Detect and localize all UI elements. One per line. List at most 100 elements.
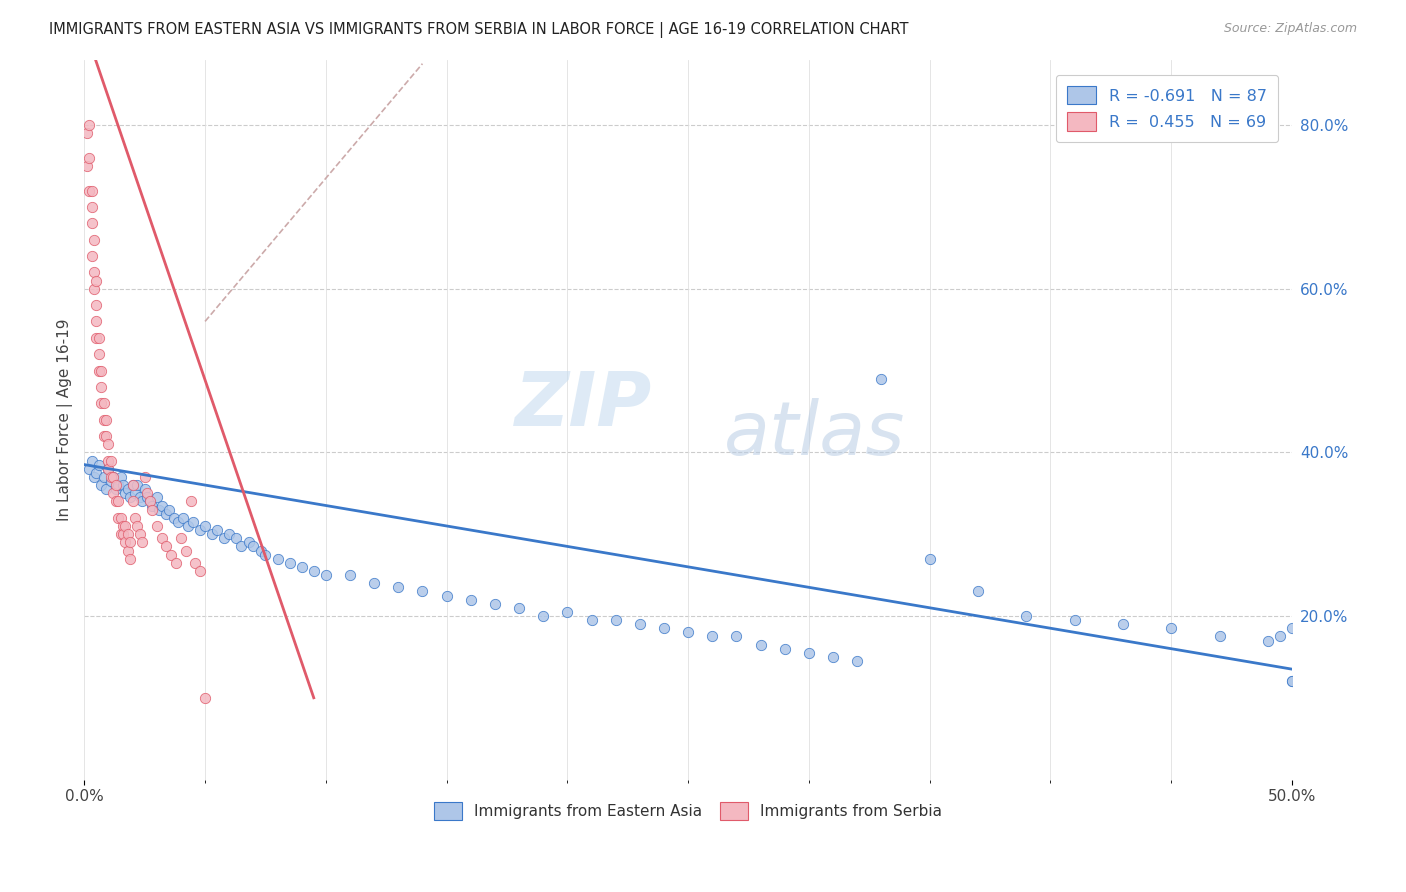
Point [124, 510, 146, 524]
Point [131, 494, 153, 508]
Point [145, 491, 167, 505]
Point [87, 363, 110, 377]
Point [155, 507, 177, 521]
Point [155, 540, 177, 554]
Point [90, 380, 112, 394]
Point [652, 621, 675, 635]
Point [1015, 609, 1038, 624]
Text: ZIP: ZIP [515, 368, 652, 442]
Point [127, 478, 149, 492]
Point [120, 551, 142, 566]
Point [93, 412, 115, 426]
Point [145, 519, 167, 533]
Point [141, 502, 163, 516]
Point [508, 600, 530, 615]
Point [110, 527, 132, 541]
Point [77, 118, 100, 132]
Point [93, 470, 115, 484]
Point [148, 502, 170, 516]
Point [1208, 629, 1230, 643]
Point [121, 478, 143, 492]
Point [160, 548, 183, 562]
Point [94, 482, 117, 496]
Point [83, 233, 105, 247]
Point [86, 298, 108, 312]
Point [138, 494, 160, 508]
Point [86, 331, 108, 345]
Point [111, 519, 134, 533]
Point [83, 470, 105, 484]
Text: atlas: atlas [724, 398, 905, 470]
Point [97, 461, 120, 475]
Point [141, 499, 163, 513]
Point [97, 453, 120, 467]
Point [97, 461, 120, 475]
Point [90, 363, 112, 377]
Point [581, 613, 603, 627]
Point [167, 515, 190, 529]
Point [557, 605, 579, 619]
Point [103, 470, 125, 484]
Point [80, 249, 103, 263]
Legend: Immigrants from Eastern Asia, Immigrants from Serbia: Immigrants from Eastern Asia, Immigrants… [427, 796, 948, 826]
Point [339, 568, 361, 582]
Point [103, 486, 125, 500]
Point [107, 494, 129, 508]
Point [676, 625, 699, 640]
Point [110, 510, 132, 524]
Point [1281, 674, 1303, 689]
Point [214, 531, 236, 545]
Point [110, 470, 132, 484]
Point [172, 510, 194, 524]
Point [90, 478, 112, 492]
Point [181, 515, 204, 529]
Point [104, 478, 127, 492]
Point [278, 556, 301, 570]
Point [460, 592, 482, 607]
Point [1281, 621, 1303, 635]
Point [628, 617, 651, 632]
Point [188, 564, 211, 578]
Point [100, 470, 122, 484]
Point [104, 494, 127, 508]
Point [77, 151, 100, 165]
Text: Source: ZipAtlas.com: Source: ZipAtlas.com [1223, 22, 1357, 36]
Point [77, 461, 100, 475]
Point [128, 491, 150, 505]
Point [725, 629, 748, 643]
Point [111, 527, 134, 541]
Point [1281, 674, 1303, 689]
Point [117, 543, 139, 558]
Point [117, 527, 139, 541]
Point [249, 543, 271, 558]
Point [702, 629, 724, 643]
Point [846, 654, 869, 668]
Point [90, 396, 112, 410]
Point [93, 429, 115, 443]
Point [150, 531, 173, 545]
Point [136, 486, 159, 500]
Point [870, 372, 893, 386]
Point [94, 412, 117, 426]
Point [80, 200, 103, 214]
Point [100, 474, 122, 488]
Point [180, 494, 202, 508]
Point [163, 510, 186, 524]
Point [605, 613, 627, 627]
Point [103, 470, 125, 484]
Point [291, 560, 314, 574]
Point [749, 638, 772, 652]
Point [86, 273, 108, 287]
Point [411, 584, 433, 599]
Point [83, 265, 105, 279]
Point [797, 646, 820, 660]
Point [87, 347, 110, 361]
Point [194, 519, 217, 533]
Point [127, 519, 149, 533]
Point [363, 576, 385, 591]
Point [967, 584, 990, 599]
Y-axis label: In Labor Force | Age 16-19: In Labor Force | Age 16-19 [58, 318, 73, 521]
Point [80, 184, 103, 198]
Point [238, 535, 260, 549]
Point [120, 491, 142, 505]
